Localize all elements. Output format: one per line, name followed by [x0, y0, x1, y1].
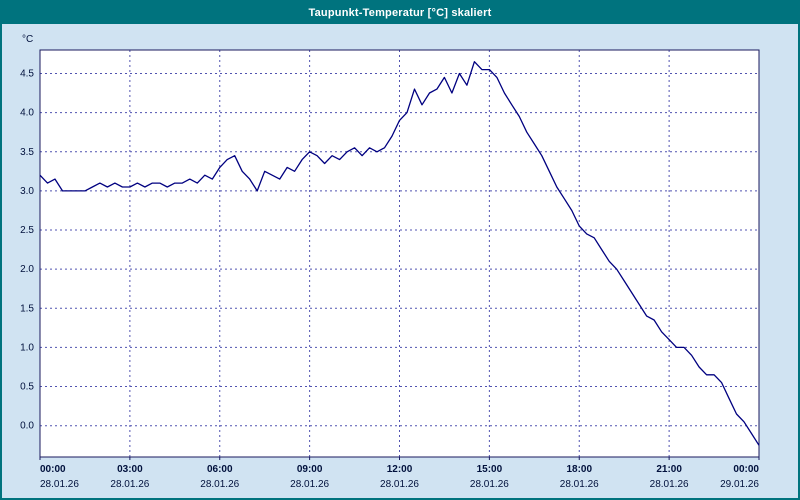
x-tick-label: 06:00: [207, 464, 233, 475]
x-date-label: 28.01.26: [380, 479, 419, 490]
y-tick-label: 2.5: [20, 225, 34, 236]
x-tick-label: 21:00: [656, 464, 682, 475]
y-axis-unit: °C: [22, 34, 33, 45]
x-date-label: 28.01.26: [110, 479, 149, 490]
chart-canvas: 0.0 0.5 1.0 1.5 2.0 2.5 3.0 3.5 4.0 4.5 °C 00:00 28.…: [20, 34, 760, 490]
x-date-label: 28.01.26: [200, 479, 239, 490]
data-line: [39, 61, 760, 446]
y-tick-label: 4.0: [20, 108, 34, 119]
y-tick-label: 1.0: [20, 342, 34, 353]
x-date-label: 28.01.26: [40, 479, 79, 490]
x-date-label: 28.01.26: [650, 479, 689, 490]
y-tick-label: 0.5: [20, 382, 34, 393]
x-tick-label: 18:00: [566, 464, 592, 475]
x-tick-label: 09:00: [297, 464, 323, 475]
y-tick-label: 1.5: [20, 303, 34, 314]
x-tick-label: 12:00: [387, 464, 413, 475]
x-date-label: 29.01.26: [720, 479, 759, 490]
x-tick-label: 00:00: [733, 464, 759, 475]
y-tick-label: 0.0: [20, 421, 34, 432]
x-tick-label: 00:00: [40, 464, 66, 475]
x-date-label: 28.01.26: [290, 479, 329, 490]
x-tick-label: 03:00: [117, 464, 143, 475]
y-tick-label: 3.5: [20, 147, 34, 158]
y-tick-label: 2.0: [20, 264, 34, 275]
x-date-label: 28.01.26: [560, 479, 599, 490]
x-tick-label: 15:00: [477, 464, 503, 475]
title-bar: Taupunkt-Temperatur [°C] skaliert: [2, 2, 798, 24]
y-tick-label: 3.0: [20, 186, 34, 197]
plot-area: [40, 50, 759, 457]
y-tick-label: 4.5: [20, 69, 34, 80]
chart-title: Taupunkt-Temperatur [°C] skaliert: [308, 7, 492, 19]
x-date-label: 28.01.26: [470, 479, 509, 490]
